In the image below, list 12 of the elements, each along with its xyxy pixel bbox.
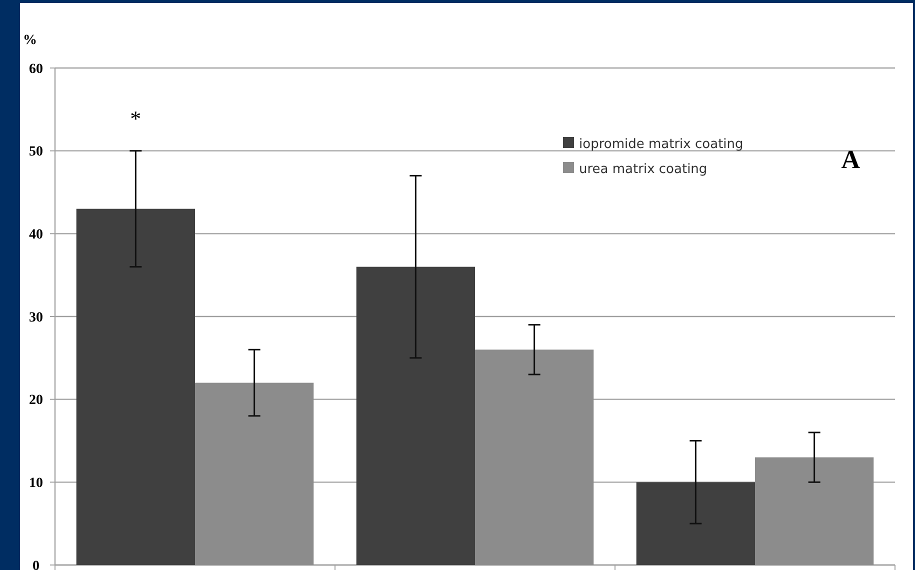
legend-label: urea matrix coating <box>579 162 708 177</box>
y-axis-title: % <box>23 33 37 48</box>
y-tick-label: 20 <box>29 393 43 408</box>
y-tick-label: 40 <box>29 228 43 243</box>
annotation: * <box>130 106 142 131</box>
y-tick-label: 50 <box>29 144 43 160</box>
legend-label: iopromide matrix coating <box>579 137 744 152</box>
y-tick-label: 60 <box>29 62 43 77</box>
y-tick-label: 30 <box>29 310 43 326</box>
y-tick-label: 10 <box>29 476 43 492</box>
y-tick-label: 0 <box>32 558 40 570</box>
annotation: A <box>841 145 860 174</box>
